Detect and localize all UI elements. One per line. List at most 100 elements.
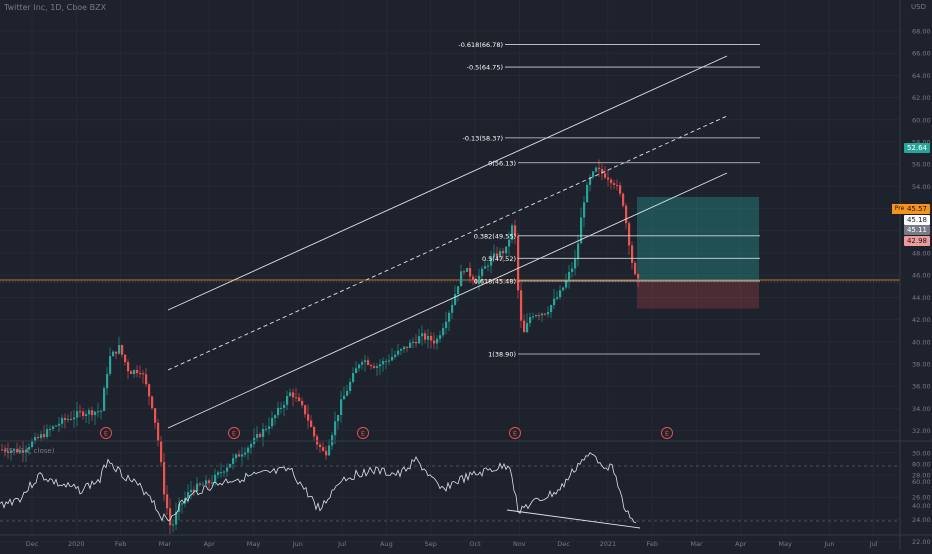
candle-body bbox=[160, 441, 163, 463]
candle-body bbox=[172, 524, 175, 526]
candle-body bbox=[31, 441, 34, 448]
time-tick-label: Apr bbox=[204, 540, 216, 548]
fib-retracement[interactable]: -0.618(66.78) -0.5(64.75) -0.13(58.37) 0(56… bbox=[458, 41, 760, 359]
position-stop-zone[interactable] bbox=[637, 280, 759, 309]
candle-body bbox=[628, 223, 631, 246]
candle-body bbox=[259, 434, 262, 437]
currency-label: USD bbox=[911, 3, 926, 11]
candle-body bbox=[262, 429, 265, 437]
price-tick-label: 68.00 bbox=[912, 28, 931, 36]
candle-body bbox=[145, 374, 148, 385]
candle-body bbox=[241, 454, 244, 457]
candle-body bbox=[292, 392, 295, 398]
candle-body bbox=[301, 401, 304, 406]
symbol-legend[interactable]: Twitter Inc, 1D, Cboe BZX bbox=[4, 3, 107, 12]
candle-body bbox=[88, 410, 91, 415]
candle-body bbox=[568, 272, 571, 280]
rsi-pane[interactable] bbox=[0, 451, 900, 529]
candle-body bbox=[295, 397, 298, 399]
time-tick-label: Mar bbox=[159, 540, 172, 548]
target-price-badge: 52.64 bbox=[903, 143, 930, 153]
candle-body bbox=[55, 425, 58, 427]
price-tick-label: 64.00 bbox=[912, 72, 931, 80]
time-tick-label: May bbox=[247, 540, 261, 548]
candle-body bbox=[388, 360, 391, 362]
candle-body bbox=[286, 396, 289, 405]
candle-body bbox=[451, 304, 454, 313]
earnings-circle bbox=[228, 427, 240, 439]
candle-body bbox=[151, 396, 154, 409]
candle-body bbox=[310, 420, 313, 428]
candle-body bbox=[94, 411, 97, 416]
channel-mid-line[interactable] bbox=[167, 115, 728, 371]
candle-body bbox=[544, 313, 547, 315]
candle-body bbox=[463, 271, 466, 273]
candle-body bbox=[442, 328, 445, 336]
position-target-zone[interactable] bbox=[637, 196, 759, 281]
candle-body bbox=[124, 354, 127, 363]
time-tick-label: May bbox=[778, 540, 792, 548]
candle-body bbox=[547, 312, 550, 315]
candle-body bbox=[493, 253, 496, 257]
earnings-circle bbox=[357, 427, 369, 439]
candle-body bbox=[538, 315, 541, 317]
candle-body bbox=[484, 266, 487, 269]
price-tick-label: 28.00 bbox=[912, 472, 931, 480]
candle-body bbox=[529, 317, 532, 324]
time-tick-label: Aug bbox=[380, 540, 393, 548]
candle-body bbox=[103, 388, 106, 411]
candle-body bbox=[466, 267, 469, 272]
candle-body bbox=[391, 356, 394, 361]
close-price-badge: 45.11 bbox=[903, 225, 930, 235]
candle-body bbox=[223, 471, 226, 473]
candle-body bbox=[142, 373, 145, 375]
earnings-letter: E bbox=[361, 430, 365, 438]
price-tick-label: 46.00 bbox=[912, 272, 931, 280]
candle-body bbox=[625, 205, 628, 224]
earnings-marker[interactable]: E bbox=[509, 427, 521, 439]
rsi-legend[interactable]: RSI (14, close) bbox=[4, 447, 55, 455]
price-tick-label: 24.00 bbox=[912, 516, 931, 524]
time-tick-label: Dec bbox=[557, 540, 570, 548]
candle-body bbox=[496, 253, 499, 258]
candle-body bbox=[613, 183, 616, 185]
candle-body bbox=[115, 351, 118, 354]
candle-body bbox=[514, 225, 517, 237]
price-tick-label: 36.00 bbox=[912, 383, 931, 391]
time-tick-label: Jun bbox=[292, 540, 303, 548]
channel-upper-line[interactable] bbox=[167, 55, 728, 311]
candle-body bbox=[43, 434, 46, 437]
earnings-marker[interactable]: E bbox=[357, 427, 369, 439]
candle-body bbox=[565, 279, 568, 288]
candle-body bbox=[22, 450, 25, 453]
candle-body bbox=[394, 354, 397, 357]
candle-body bbox=[346, 390, 349, 396]
candle-body bbox=[130, 371, 133, 374]
candle-body bbox=[10, 450, 13, 453]
time-tick-label: Apr bbox=[735, 540, 747, 548]
candle-body bbox=[505, 246, 508, 254]
candle-body bbox=[424, 333, 427, 340]
candle-body bbox=[436, 338, 439, 344]
candle-body bbox=[238, 454, 241, 457]
earnings-marker[interactable]: E bbox=[100, 427, 112, 439]
candles bbox=[1, 159, 640, 535]
earnings-marker[interactable]: E bbox=[228, 427, 240, 439]
candle-body bbox=[616, 184, 619, 186]
drawings[interactable] bbox=[167, 55, 728, 429]
candle-body bbox=[415, 342, 418, 344]
rsi-divergence-line[interactable] bbox=[506, 509, 641, 529]
candle-body bbox=[472, 276, 475, 281]
candle-body bbox=[409, 342, 412, 348]
time-tick-label: Jun bbox=[823, 540, 834, 548]
fib-level-label: 1(38.90) bbox=[488, 351, 516, 359]
candle-body bbox=[148, 384, 151, 397]
position-zones[interactable] bbox=[637, 196, 759, 309]
candle-body bbox=[535, 315, 538, 317]
earnings-marker[interactable]: E bbox=[661, 427, 673, 439]
candle-body bbox=[256, 434, 259, 438]
channel-lower-line[interactable] bbox=[167, 172, 728, 429]
